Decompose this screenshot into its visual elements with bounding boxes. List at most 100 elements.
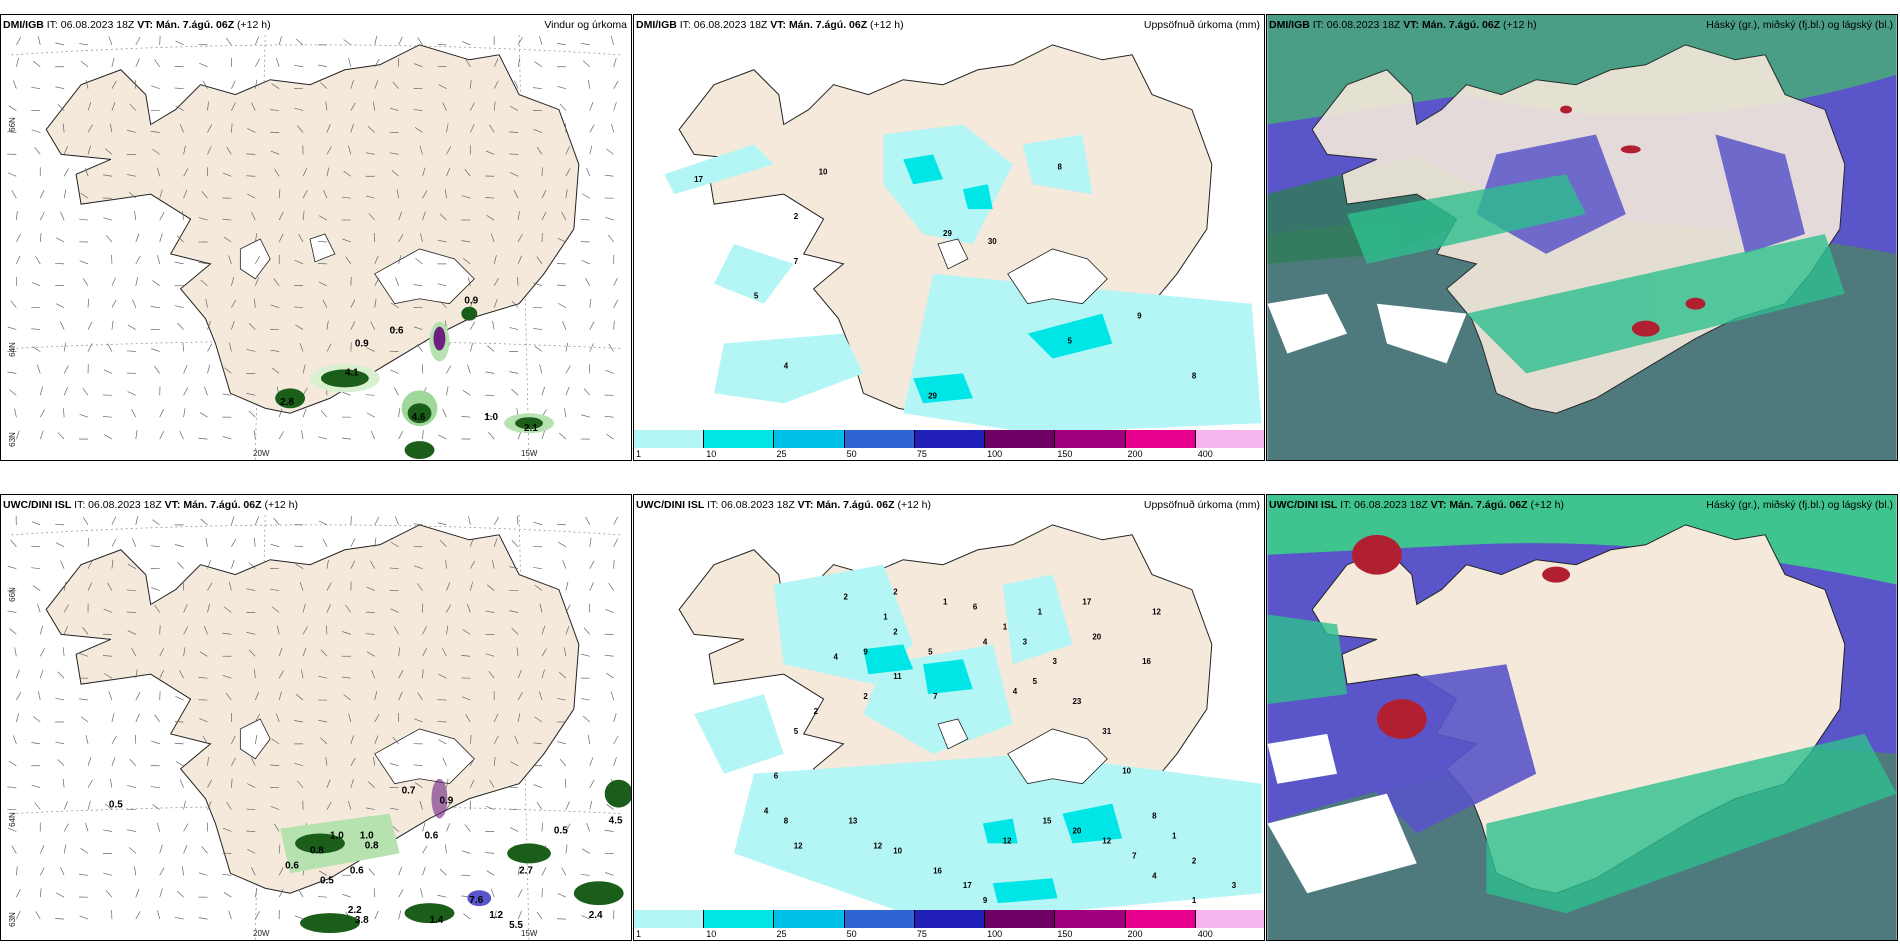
wind-barb — [533, 87, 543, 90]
wind-barb — [9, 389, 17, 396]
wind-barb — [326, 779, 331, 788]
colorbar-swatch — [844, 430, 915, 448]
wind-barb — [16, 255, 21, 265]
wind-barb — [467, 603, 471, 613]
wind-barb — [511, 540, 519, 548]
wind-barb — [87, 537, 90, 547]
wind-barb — [493, 538, 498, 547]
wind-barb — [39, 430, 44, 440]
wind-barb — [398, 431, 404, 440]
wind-barb — [231, 299, 237, 308]
wind-barb — [398, 234, 404, 243]
wind-barb — [16, 233, 21, 243]
wind-barb — [557, 86, 566, 90]
wind-barb — [159, 648, 165, 657]
value-label: 4.1 — [345, 367, 359, 378]
wind-barb — [231, 778, 233, 788]
wind-barb — [135, 713, 140, 723]
wind-barb — [87, 582, 93, 591]
wind-barb — [8, 760, 17, 767]
wind-barb — [442, 408, 447, 418]
wind-barb — [108, 691, 113, 701]
wind-barb — [413, 284, 423, 287]
wind-barb — [302, 190, 308, 199]
wind-barb — [111, 277, 116, 286]
wind-barb — [587, 734, 591, 744]
wind-barb — [134, 211, 137, 221]
wind-barb — [55, 262, 65, 265]
wind-barb — [470, 560, 476, 569]
wind-barb — [438, 84, 447, 89]
wind-barb — [557, 893, 567, 898]
wind-barb — [461, 655, 471, 657]
wind-barb — [154, 365, 160, 374]
wind-barb — [318, 436, 328, 440]
wind-barb — [565, 604, 571, 613]
wind-barb — [461, 696, 471, 701]
panel-title: Háský (gr.), miðský (fj.bl.) og lágský (… — [1706, 499, 1893, 511]
wind-barb — [103, 217, 113, 221]
wind-barb — [414, 718, 423, 723]
wind-barb — [207, 801, 212, 810]
wind-barb — [469, 342, 474, 352]
wind-barb — [556, 42, 566, 46]
wind-barb — [276, 58, 280, 67]
colorbar-swatch — [774, 430, 845, 448]
wind-barb — [222, 393, 232, 396]
wind-barb — [14, 647, 17, 657]
wind-barb — [55, 741, 65, 745]
value-label: 2 — [893, 588, 898, 597]
wind-barb — [278, 670, 284, 679]
wind-barb — [31, 567, 41, 570]
wind-barb — [278, 233, 284, 243]
wind-barb — [437, 522, 447, 526]
wind-barb — [104, 673, 113, 679]
panel-header: UWC/DINI ISL IT: 06.08.2023 18Z VT: Mán.… — [636, 499, 932, 511]
wind-barb — [374, 36, 378, 45]
value-label: 10 — [1122, 767, 1131, 776]
wind-barb — [228, 910, 232, 920]
wind-barb — [565, 581, 569, 591]
wind-barb — [207, 756, 209, 766]
wind-barb — [222, 436, 232, 440]
wind-barb — [318, 675, 328, 679]
value-label: 3 — [1023, 637, 1028, 646]
wind-barb — [585, 516, 591, 526]
wind-barb — [31, 86, 41, 90]
panel-header: DMI/IGB IT: 06.08.2023 18Z VT: Mán. 7.ág… — [636, 19, 904, 31]
wind-barb — [326, 604, 331, 613]
wind-barb — [419, 145, 423, 155]
wind-barb — [302, 168, 308, 177]
wind-barb — [251, 867, 256, 876]
panel-clouds-uwc: UWC/DINI ISL IT: 06.08.2023 18Z VT: Mán.… — [1266, 494, 1898, 941]
wind-barb — [132, 299, 137, 308]
wind-barb — [608, 234, 614, 243]
wind-barb — [469, 757, 475, 766]
wind-barb — [559, 432, 567, 440]
wind-barb — [517, 211, 520, 221]
wind-barb — [131, 648, 137, 657]
wind-barb — [36, 364, 41, 374]
wind-barb — [7, 610, 17, 613]
value-label: 2 — [893, 627, 898, 636]
wind-barb — [254, 669, 256, 679]
wind-barb — [439, 213, 447, 221]
value-label: 8 — [1152, 812, 1157, 821]
wind-barb — [270, 109, 280, 111]
value-label: 2.2 — [348, 905, 362, 916]
wind-barb — [396, 189, 399, 199]
wind-barb — [557, 302, 567, 308]
wind-barb — [589, 321, 595, 330]
wind-barb — [517, 889, 523, 898]
wind-barb — [365, 195, 375, 199]
wind-barb — [174, 261, 184, 265]
panel-title: Uppsöfnuð úrkoma (mm) — [1143, 499, 1260, 511]
value-label: 20 — [1092, 632, 1101, 641]
value-label: 0.5 — [320, 875, 334, 886]
wind-barb — [183, 626, 189, 635]
wind-barb — [370, 430, 376, 440]
wind-barb — [87, 298, 90, 308]
wind-barb — [152, 519, 160, 526]
wind-barb — [559, 103, 567, 111]
wind-barb — [176, 235, 184, 243]
